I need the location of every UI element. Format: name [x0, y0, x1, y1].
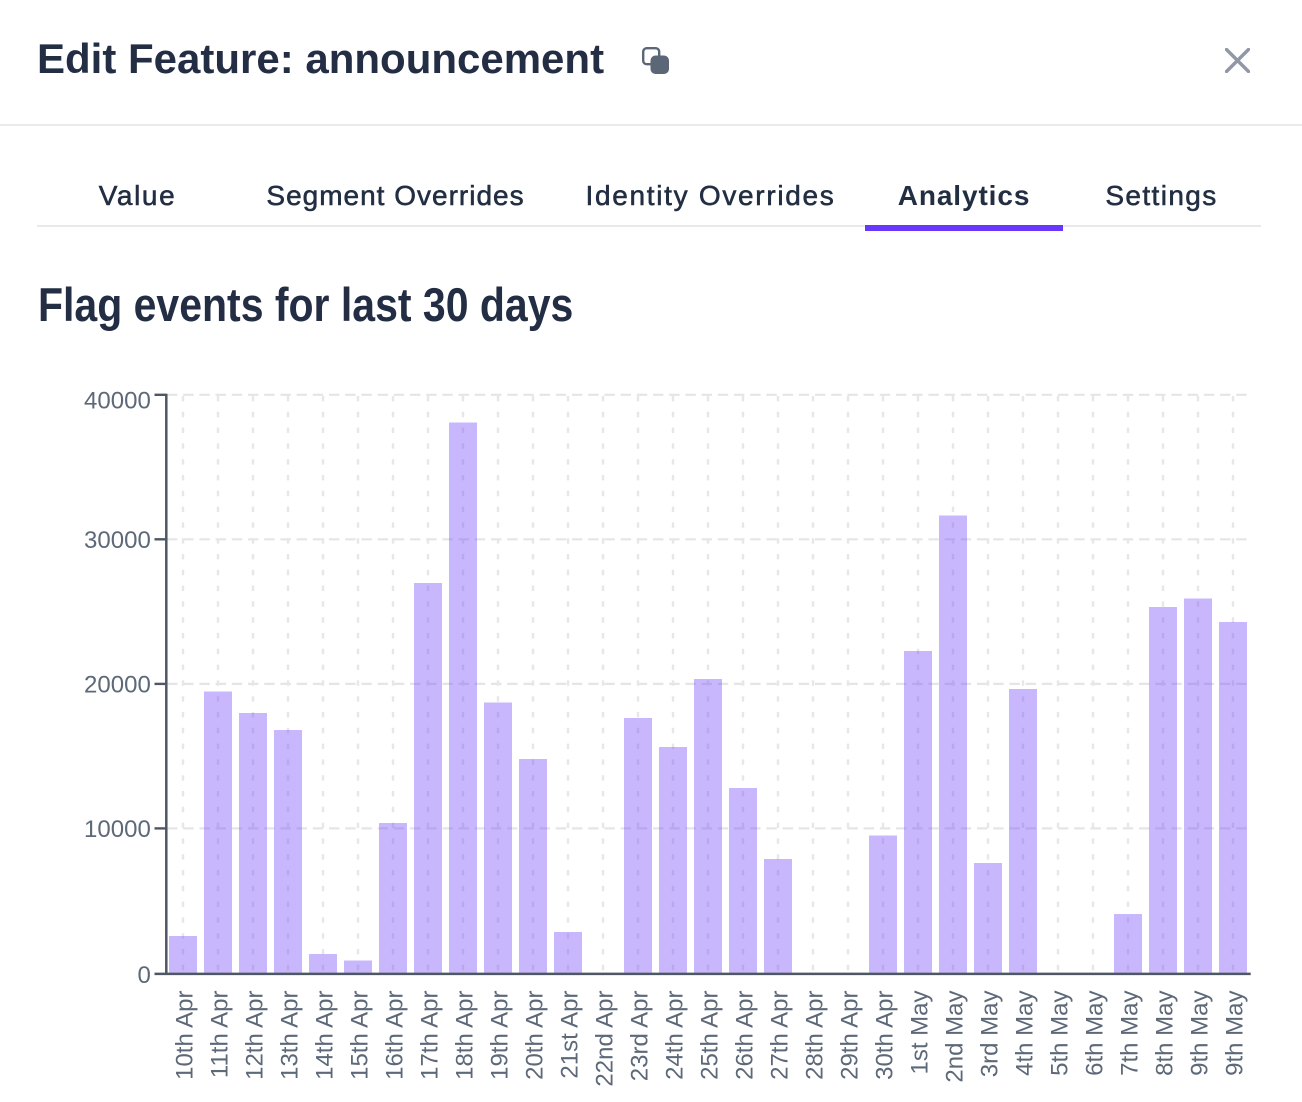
- svg-text:24th Apr: 24th Apr: [662, 990, 689, 1079]
- svg-text:10th Apr: 10th Apr: [172, 990, 199, 1079]
- svg-text:23rd Apr: 23rd Apr: [627, 991, 654, 1082]
- svg-text:29th Apr: 29th Apr: [837, 990, 864, 1079]
- svg-text:16th Apr: 16th Apr: [382, 990, 409, 1079]
- svg-text:17th Apr: 17th Apr: [417, 990, 444, 1079]
- svg-text:40000: 40000: [84, 388, 151, 415]
- svg-text:27th Apr: 27th Apr: [767, 990, 794, 1079]
- svg-text:18th Apr: 18th Apr: [452, 990, 479, 1079]
- svg-text:28th Apr: 28th Apr: [802, 990, 829, 1079]
- svg-text:30th Apr: 30th Apr: [872, 990, 899, 1079]
- svg-text:1st May: 1st May: [907, 991, 934, 1075]
- svg-text:19th Apr: 19th Apr: [487, 990, 514, 1079]
- svg-text:22nd Apr: 22nd Apr: [592, 991, 619, 1087]
- svg-text:26th Apr: 26th Apr: [732, 990, 759, 1079]
- svg-text:4th May: 4th May: [1012, 991, 1039, 1076]
- svg-text:0: 0: [137, 962, 150, 989]
- svg-text:6th May: 6th May: [1082, 991, 1109, 1076]
- svg-text:20000: 20000: [84, 672, 151, 699]
- svg-text:30000: 30000: [84, 527, 151, 554]
- svg-text:10000: 10000: [84, 816, 151, 843]
- svg-text:15th Apr: 15th Apr: [347, 990, 374, 1079]
- svg-text:8th May: 8th May: [1152, 991, 1179, 1076]
- svg-text:11th Apr: 11th Apr: [207, 990, 234, 1078]
- svg-text:14th Apr: 14th Apr: [312, 990, 339, 1079]
- svg-text:7th May: 7th May: [1117, 991, 1144, 1076]
- svg-text:21st Apr: 21st Apr: [557, 991, 584, 1079]
- svg-text:20th Apr: 20th Apr: [522, 990, 549, 1079]
- svg-text:3rd May: 3rd May: [977, 991, 1004, 1078]
- svg-text:2nd May: 2nd May: [942, 991, 969, 1083]
- svg-text:25th Apr: 25th Apr: [697, 990, 724, 1079]
- svg-text:9th May: 9th May: [1222, 991, 1249, 1076]
- svg-text:13th Apr: 13th Apr: [277, 990, 304, 1079]
- svg-text:9th May: 9th May: [1187, 991, 1214, 1076]
- svg-text:12th Apr: 12th Apr: [242, 990, 269, 1079]
- svg-text:5th May: 5th May: [1047, 991, 1074, 1076]
